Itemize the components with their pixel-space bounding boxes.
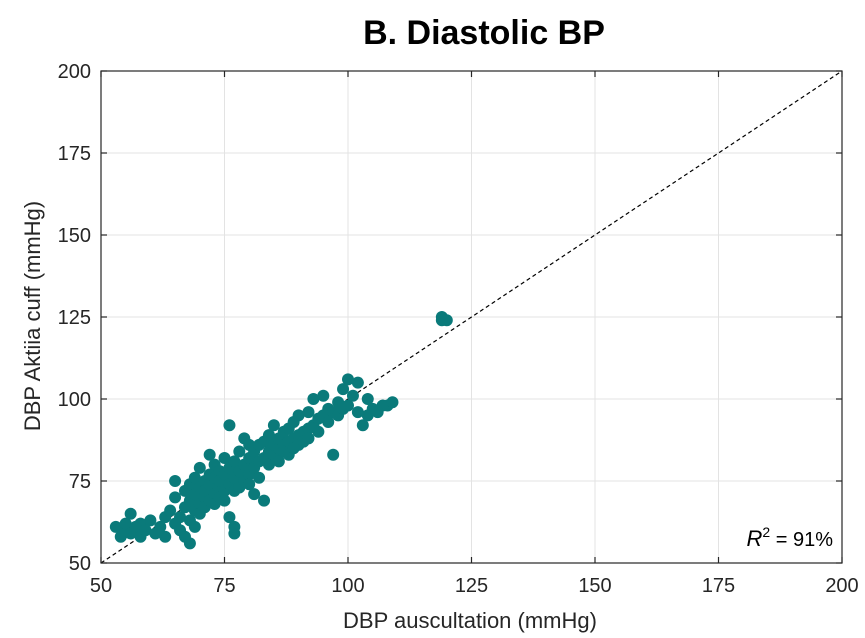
y-tick-label: 75 [69, 471, 91, 493]
data-point [342, 373, 354, 386]
data-point [361, 393, 374, 405]
data-point [119, 517, 132, 530]
data-point [346, 389, 359, 402]
r-value: = 91% [770, 529, 833, 551]
data-point [193, 461, 206, 474]
x-tick-label: 75 [213, 575, 235, 597]
y-tick-label: 175 [58, 143, 91, 165]
data-point [435, 314, 448, 327]
data-point [154, 520, 167, 533]
data-point [267, 419, 280, 432]
data-point [188, 520, 201, 533]
data-point [356, 419, 369, 432]
data-point [351, 406, 364, 419]
x-tick-label: 175 [702, 575, 735, 597]
data-point [292, 409, 305, 422]
data-point [188, 471, 201, 484]
data-point [243, 478, 256, 491]
data-point [262, 429, 275, 442]
data-point [258, 494, 271, 507]
y-tick-label: 150 [58, 225, 91, 247]
data-point [233, 445, 246, 458]
data-point [228, 455, 241, 468]
data-point [139, 524, 152, 537]
y-tick-label: 100 [58, 389, 91, 411]
data-point [144, 514, 157, 527]
x-axis-label: DBP auscultation (mmHg) [343, 608, 597, 633]
data-point [253, 471, 266, 484]
x-tick-label: 150 [578, 575, 611, 597]
data-point [218, 452, 231, 465]
data-point [317, 389, 330, 402]
data-point [342, 399, 354, 412]
y-axis-label: DBP Aktiia cuff (mmHg) [20, 201, 45, 431]
chart-title: B. Diastolic BP [363, 14, 605, 52]
data-point [307, 393, 320, 405]
data-point [386, 396, 399, 409]
data-point [322, 415, 335, 428]
y-tick-label: 200 [58, 61, 91, 83]
plot-area: 50 75 100 125 150 175 200 50 75 100 125 150 175 200 [58, 61, 859, 597]
r-squared-annotation: R2 = 91% [746, 524, 833, 551]
data-point [218, 494, 231, 507]
x-tick-label: 100 [331, 575, 364, 597]
data-point [169, 475, 182, 487]
data-point [174, 511, 187, 524]
data-point [312, 425, 325, 438]
data-point [337, 383, 350, 396]
x-tick-label: 125 [455, 575, 488, 597]
x-tick-label: 50 [90, 575, 112, 597]
data-point [223, 511, 236, 524]
data-point [223, 419, 236, 432]
data-point [203, 448, 216, 461]
data-point [109, 520, 122, 533]
data-point [169, 491, 182, 504]
data-point [262, 458, 275, 471]
data-point [183, 537, 196, 550]
y-tick-label: 50 [69, 553, 91, 575]
y-tick-label: 125 [58, 307, 91, 329]
data-point [124, 507, 137, 520]
data-point [159, 530, 172, 543]
data-point [228, 520, 241, 533]
data-point [351, 376, 364, 389]
data-point [164, 504, 177, 517]
r-superscript: 2 [762, 524, 770, 540]
data-point [272, 455, 285, 468]
data-point [327, 448, 340, 461]
data-point [302, 406, 315, 419]
data-point [302, 432, 315, 445]
x-tick-label: 200 [825, 575, 858, 597]
r-symbol: R [746, 526, 762, 551]
data-point [248, 488, 261, 501]
